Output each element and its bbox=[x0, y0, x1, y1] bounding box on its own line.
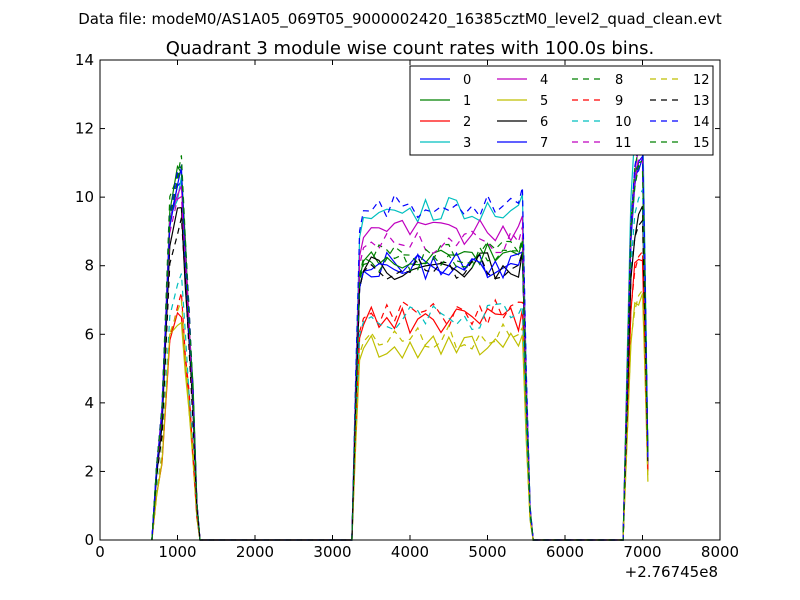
series-line-2 bbox=[151, 258, 649, 541]
y-tick-label: 4 bbox=[84, 394, 94, 412]
legend-label-0: 0 bbox=[463, 73, 471, 88]
series-line-13 bbox=[151, 217, 649, 541]
series-line-12 bbox=[151, 288, 649, 541]
legend-label-1: 1 bbox=[463, 94, 471, 109]
axes: 0 1000 2000 3000 4000 5000 6000 7000 80000246810… bbox=[75, 51, 739, 561]
series-line-4 bbox=[151, 138, 649, 541]
legend-label-8: 8 bbox=[615, 73, 623, 88]
legend-label-5: 5 bbox=[540, 94, 548, 109]
legend-label-14: 14 bbox=[693, 115, 710, 130]
legend-label-10: 10 bbox=[615, 115, 632, 130]
y-tick-label: 8 bbox=[84, 257, 94, 275]
series-line-7 bbox=[151, 154, 649, 541]
figure-suptitle: Data file: modeM0/AS1A05_069T05_90000024… bbox=[78, 10, 722, 29]
x-tick-label: 3000 bbox=[313, 543, 351, 561]
series-line-9 bbox=[151, 249, 649, 541]
legend-label-2: 2 bbox=[463, 115, 471, 130]
chart-title: Quadrant 3 module wise count rates with … bbox=[166, 38, 655, 59]
legend-label-6: 6 bbox=[540, 115, 548, 130]
legend-label-12: 12 bbox=[693, 73, 710, 88]
y-tick-label: 12 bbox=[75, 120, 94, 138]
legend-label-13: 13 bbox=[693, 94, 710, 109]
x-offset-label: +2.76745e8 bbox=[625, 563, 718, 581]
y-tick-label: 10 bbox=[75, 188, 94, 206]
x-tick-label: 2000 bbox=[236, 543, 274, 561]
x-tick-label: 4000 bbox=[391, 543, 429, 561]
series-line-14 bbox=[151, 145, 649, 541]
y-tick-label: 2 bbox=[84, 462, 94, 480]
x-tick-label: 0 bbox=[95, 543, 105, 561]
x-tick-label: 8000 bbox=[701, 543, 739, 561]
series-lines bbox=[151, 105, 649, 541]
series-line-6 bbox=[151, 205, 649, 541]
legend-label-7: 7 bbox=[540, 136, 548, 151]
legend-label-9: 9 bbox=[615, 94, 623, 109]
y-tick-label: 0 bbox=[84, 531, 94, 549]
series-line-5 bbox=[151, 293, 649, 541]
series-line-10 bbox=[151, 189, 649, 541]
series-line-11 bbox=[151, 156, 649, 541]
y-tick-label: 14 bbox=[75, 51, 94, 69]
legend-label-3: 3 bbox=[463, 136, 471, 151]
series-line-1 bbox=[151, 160, 649, 541]
legend-label-4: 4 bbox=[540, 73, 548, 88]
legend-label-11: 11 bbox=[615, 136, 632, 151]
x-tick-label: 1000 bbox=[158, 543, 196, 561]
x-tick-label: 7000 bbox=[623, 543, 661, 561]
series-line-0 bbox=[151, 157, 649, 541]
x-tick-label: 6000 bbox=[546, 543, 584, 561]
series-line-8 bbox=[151, 147, 649, 541]
legend-box bbox=[409, 65, 714, 156]
legend-label-15: 15 bbox=[693, 136, 710, 151]
y-tick-label: 6 bbox=[84, 325, 94, 343]
x-tick-label: 5000 bbox=[468, 543, 506, 561]
